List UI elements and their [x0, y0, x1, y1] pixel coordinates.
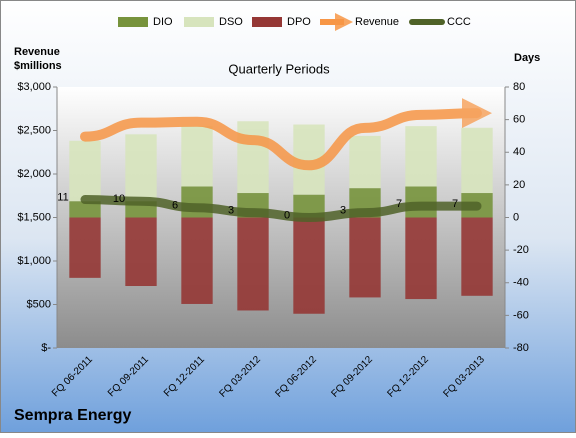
bar	[69, 140, 101, 202]
y-tick-label: $1,500	[17, 211, 51, 223]
data-label: 10	[113, 193, 125, 205]
bar	[237, 217, 269, 311]
y-tick-label: $500	[27, 298, 51, 310]
y2-tick-label: 20	[513, 179, 525, 191]
y2-tick-label: -80	[513, 342, 529, 354]
bar	[125, 134, 157, 202]
data-label: 7	[452, 198, 458, 210]
footer: Sempra Energy	[14, 407, 131, 424]
bar	[125, 217, 157, 287]
y-tick-label: $-	[41, 342, 51, 354]
bar	[237, 121, 269, 194]
y2-tick-label: 40	[513, 146, 525, 158]
y2-tick-label: 60	[513, 114, 525, 126]
y-label: $millions	[14, 60, 62, 72]
y-tick-label: $1,000	[17, 255, 51, 267]
bar	[293, 194, 325, 218]
y2-label: Days	[514, 52, 540, 64]
legend-label: CCC	[447, 16, 471, 28]
bar	[349, 135, 381, 189]
y2-tick-label: -60	[513, 309, 529, 321]
y-tick-label: $2,500	[17, 124, 51, 136]
bar	[405, 217, 437, 300]
legend-swatch	[184, 17, 214, 27]
legend-label: DSO	[219, 16, 243, 28]
y-tick-label: $3,000	[17, 81, 51, 93]
y2-tick-label: -20	[513, 244, 529, 256]
legend-label: Revenue	[355, 16, 399, 28]
legend-label: DPO	[287, 16, 311, 28]
y-tick-label: $2,000	[17, 168, 51, 180]
y2-tick-label: 0	[513, 211, 519, 223]
bar	[69, 201, 101, 218]
bar	[349, 217, 381, 298]
data-label: 3	[228, 205, 234, 217]
line-series	[80, 195, 482, 223]
y2-tick-label: 80	[513, 81, 525, 93]
data-label: 0	[284, 209, 290, 221]
legend-label: DIO	[153, 16, 173, 28]
bar	[461, 127, 493, 194]
bar	[181, 217, 213, 304]
chart-title: Quarterly Periods	[228, 61, 330, 76]
bar	[293, 217, 325, 314]
bar	[69, 217, 101, 278]
y2-tick-label: -40	[513, 277, 529, 289]
bar	[461, 217, 493, 296]
data-label: 7	[396, 198, 402, 210]
legend-swatch	[252, 17, 282, 27]
bar	[181, 186, 213, 218]
bar	[181, 126, 213, 187]
bar	[405, 126, 437, 187]
data-label: 11	[57, 191, 68, 203]
line-series	[80, 98, 492, 171]
data-label: 3	[340, 205, 346, 217]
legend-swatch	[118, 17, 148, 27]
y-label: Revenue	[14, 46, 60, 58]
data-label: 6	[172, 200, 178, 212]
